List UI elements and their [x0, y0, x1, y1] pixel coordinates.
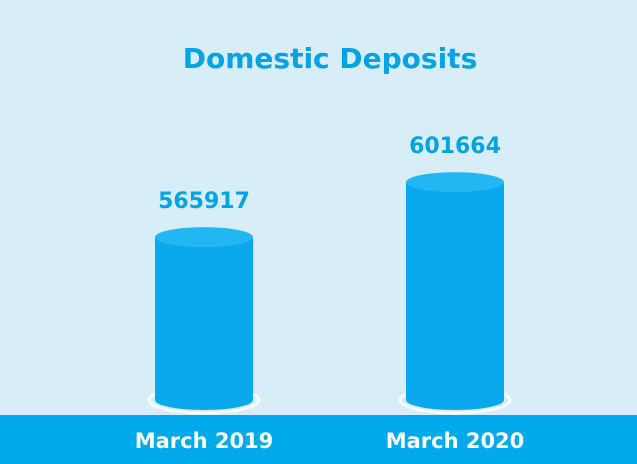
- bar-top: [155, 227, 253, 248]
- x-tick-label: March 2019: [135, 429, 274, 453]
- value-label: 565917: [158, 189, 250, 214]
- x-tick-label: March 2020: [386, 429, 525, 453]
- category-band: [0, 415, 637, 464]
- bar-top: [406, 172, 504, 193]
- bar: [155, 237, 253, 400]
- value-label: 601664: [409, 134, 501, 159]
- bar: [406, 182, 504, 400]
- chart-title: Domestic Deposits: [183, 42, 477, 75]
